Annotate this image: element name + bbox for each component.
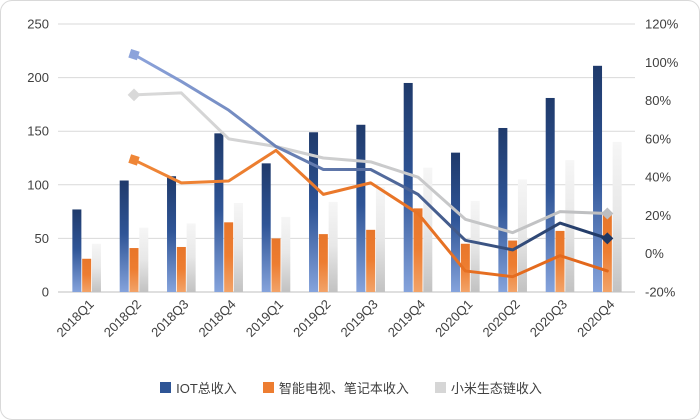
right-axis-tick-label: -20% [645,285,676,300]
bar-ecosystem-revenue-2019Q2 [328,201,338,292]
gray-growth-line [132,91,609,235]
bar-tv-laptop-revenue-2018Q2 [129,248,139,292]
bar-iot-total-revenue-2018Q4 [214,133,224,292]
bar-tv-laptop-revenue-2020Q2 [508,240,518,292]
chart-legend: IOT总收入 智能电视、笔记本收入 小米生态链收入 [1,378,699,397]
x-axis-label-2019Q4: 2019Q4 [385,297,428,340]
x-axis-label-2020Q3: 2020Q3 [527,297,570,340]
legend-label-ecosystem: 小米生态链收入 [450,381,542,396]
bar-iot-total-revenue-2018Q2 [119,180,129,292]
diamond-marker [127,88,141,102]
bar-ecosystem-revenue-2018Q4 [233,203,243,292]
x-axis-label-2019Q3: 2019Q3 [337,297,380,340]
bar-tv-laptop-revenue-2020Q3 [555,230,565,292]
right-axis-tick-label: 40% [645,170,671,185]
bar-tv-laptop-revenue-2019Q2 [318,234,328,292]
bar-ecosystem-revenue-2018Q3 [186,223,196,292]
bar-tv-laptop-revenue-2020Q4 [602,214,612,292]
bar-ecosystem-revenue-2020Q1 [470,200,480,292]
bar-tv-laptop-revenue-2018Q4 [224,222,234,292]
bar-iot-total-revenue-2018Q3 [167,176,177,292]
right-axis-tick-label: 120% [645,17,679,32]
x-axis-label-2018Q4: 2018Q4 [195,297,238,340]
legend-swatch-orange [262,382,274,393]
x-axis-label-2019Q1: 2019Q1 [243,297,286,340]
left-axis-tick-label: 150 [27,124,49,139]
bar-iot-total-revenue-2020Q4 [593,65,603,292]
legend-swatch-gray [434,382,446,393]
diamond-marker [601,232,614,245]
bar-iot-total-revenue-2019Q4 [403,82,413,293]
orange-growth-line [132,148,609,279]
bar-iot-total-revenue-2019Q2 [309,132,319,292]
left-axis-tick-label: 250 [27,17,49,32]
left-axis-tick-label: 200 [27,70,49,85]
right-axis-tick-label: 80% [645,93,671,108]
bar-iot-total-revenue-2020Q1 [451,152,461,292]
bar-tv-laptop-revenue-2019Q4 [413,208,423,292]
bar-tv-laptop-revenue-2018Q3 [176,246,186,292]
x-axis-label-2020Q2: 2020Q2 [479,297,522,340]
square-marker [128,154,140,166]
bar-iot-total-revenue-2019Q3 [356,124,366,292]
legend-label-iot-total: IOT总收入 [176,381,237,396]
bar-tv-laptop-revenue-2019Q1 [271,238,281,292]
bar-ecosystem-revenue-2020Q4 [612,141,622,292]
bar-ecosystem-revenue-2019Q4 [423,167,433,292]
x-axis-label-2018Q3: 2018Q3 [148,297,191,340]
square-marker [128,48,140,61]
bar-iot-total-revenue-2020Q3 [545,97,555,292]
blue-growth-line [132,53,609,252]
x-axis-label-2018Q2: 2018Q2 [101,297,144,340]
bar-ecosystem-revenue-2018Q1 [91,243,101,292]
right-axis-tick-label: 20% [645,208,671,223]
x-axis-label-2020Q4: 2020Q4 [574,297,617,340]
bar-iot-total-revenue-2020Q2 [498,127,508,292]
right-axis-tick-label: 0% [645,246,664,261]
bar-ecosystem-revenue-2019Q3 [375,186,385,292]
legend-item-tv-laptop: 智能电视、笔记本收入 [262,378,409,397]
bar-ecosystem-revenue-2020Q2 [517,179,527,292]
diamond-marker [601,207,614,220]
x-axis-label-2019Q2: 2019Q2 [290,297,333,340]
legend-item-iot-total: IOT总收入 [160,378,237,397]
left-axis-tick-label: 50 [35,231,49,246]
bar-ecosystem-revenue-2018Q2 [139,227,149,292]
x-axis-label-2020Q1: 2020Q1 [432,297,475,340]
bar-tv-laptop-revenue-2020Q1 [460,243,470,292]
left-axis-tick-label: 100 [27,177,49,192]
right-axis-tick-label: 100% [645,55,679,70]
legend-swatch-blue [160,382,172,393]
legend-label-tv-laptop: 智能电视、笔记本收入 [278,381,409,396]
bar-iot-total-revenue-2018Q1 [72,209,82,292]
x-axis-label-2018Q1: 2018Q1 [53,297,96,340]
left-axis-tick-label: 0 [42,285,49,300]
bar-tv-laptop-revenue-2018Q1 [82,258,92,292]
bar-tv-laptop-revenue-2019Q3 [366,229,376,292]
bar-ecosystem-revenue-2019Q1 [281,216,291,292]
right-axis-tick-label: 60% [645,131,671,146]
legend-item-ecosystem: 小米生态链收入 [434,378,542,397]
bar-iot-total-revenue-2019Q1 [261,163,271,292]
